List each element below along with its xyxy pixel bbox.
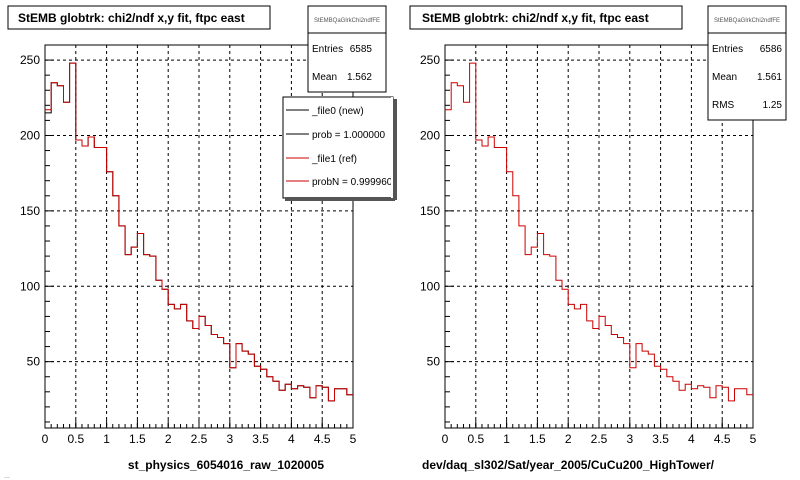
y-tick-label: 250 [420, 53, 440, 67]
y-tick-label: 100 [420, 279, 440, 293]
x-tick-label: 5 [350, 432, 357, 446]
legend-entry-file0: _file0 (new) [311, 106, 364, 117]
left-x-axis-label: st_physics_6054016_raw_1020005 [128, 458, 324, 472]
x-tick-label: 2 [565, 432, 572, 446]
legend-entry-file1: _file1 (ref) [311, 154, 357, 165]
x-tick-label: 4.5 [714, 432, 731, 446]
left-series [45, 62, 353, 402]
left-stats-name: StEMBQaGlrkChi2ndfFE [314, 18, 380, 24]
legend-entry-probn: probN = 0.999960 [312, 177, 393, 188]
right-stats-name: StEMBQaGlrkChi2ndfFE [714, 18, 780, 24]
right-title: StEMB globtrk: chi2/ndf x,y fit, ftpc ea… [422, 11, 649, 25]
x-tick-label: 1.5 [529, 432, 546, 446]
left-axis-ticks: 0 0.5 1 1.5 2 2.5 3 3.5 4 4.5 5 50 100 150 200 250 [20, 53, 357, 446]
x-tick-label: 3 [626, 432, 633, 446]
x-tick-label: 3 [226, 432, 233, 446]
left-stats-mean-value: 1.562 [347, 72, 372, 83]
right-axis-ticks: 0 0.5 1 1.5 2 2.5 3 3.5 4 4.5 5 50 100 150 200 250 [420, 53, 757, 446]
x-tick-label: 1 [503, 432, 510, 446]
x-tick-label: 4 [288, 432, 295, 446]
right-stats-mean-label: Mean [712, 72, 737, 83]
right-stats-rms-value: 1.25 [763, 100, 783, 111]
x-tick-label: 1 [103, 432, 110, 446]
left-title-box [7, 5, 271, 30]
left-stats-entries-value: 6585 [350, 44, 373, 55]
right-stats-entries-value: 6586 [760, 44, 783, 55]
right-stats-box [707, 5, 787, 121]
y-tick-label: 150 [420, 204, 440, 218]
y-tick-label: 200 [420, 128, 440, 142]
x-tick-label: 0.5 [467, 432, 484, 446]
right-title-box [409, 5, 683, 30]
x-tick-label: 4.5 [314, 432, 331, 446]
y-tick-label: 200 [20, 128, 40, 142]
right-stats-rms-label: RMS [712, 100, 735, 111]
left-stats-mean-label: Mean [312, 72, 337, 83]
y-tick-label: 250 [20, 53, 40, 67]
right-stats-mean-value: 1.561 [757, 72, 782, 83]
left-stats-entries-label: Entries [312, 44, 343, 55]
right-stats-entries-label: Entries [712, 44, 743, 55]
x-tick-label: 0 [42, 432, 49, 446]
right-series [445, 62, 753, 402]
left-stats-box [307, 5, 387, 93]
histogram-series-1 [45, 62, 353, 402]
x-tick-label: 5 [750, 432, 757, 446]
right-histogram-panel: 0 0.5 1 1.5 2 2.5 3 3.5 4 4.5 5 50 100 150 200 250 StEM… [409, 5, 787, 472]
x-tick-label: 1.5 [129, 432, 146, 446]
left-title: StEMB globtrk: chi2/ndf x,y fit, ftpc ea… [18, 11, 245, 25]
x-tick-label: 3.5 [652, 432, 669, 446]
x-tick-label: 0.5 [67, 432, 84, 446]
x-tick-label: 2 [165, 432, 172, 446]
histogram-series-0 [445, 62, 753, 402]
x-tick-label: 2.5 [591, 432, 608, 446]
left-histogram-panel: 0 0.5 1 1.5 2 2.5 3 3.5 4 4.5 5 50 100 150 200 250 StEM… [7, 5, 397, 472]
y-tick-label: 50 [427, 355, 441, 369]
footer-timestamp: ... [4, 473, 10, 480]
y-tick-label: 50 [27, 355, 41, 369]
right-x-axis-label: dev/daq_sl302/Sat/year_2005/CuCu200_High… [422, 458, 715, 472]
y-tick-label: 150 [20, 204, 40, 218]
x-tick-label: 3.5 [252, 432, 269, 446]
x-tick-label: 2.5 [191, 432, 208, 446]
x-tick-label: 0 [442, 432, 449, 446]
legend-entry-prob: prob = 1.000000 [312, 130, 386, 141]
y-tick-label: 100 [20, 279, 40, 293]
x-tick-label: 4 [688, 432, 695, 446]
